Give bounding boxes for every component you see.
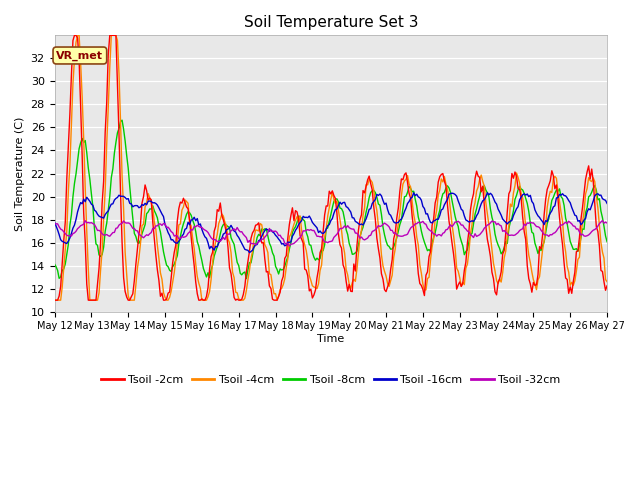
Title: Soil Temperature Set 3: Soil Temperature Set 3 — [244, 15, 418, 30]
Legend: Tsoil -2cm, Tsoil -4cm, Tsoil -8cm, Tsoil -16cm, Tsoil -32cm: Tsoil -2cm, Tsoil -4cm, Tsoil -8cm, Tsoi… — [97, 370, 564, 389]
Text: VR_met: VR_met — [56, 50, 104, 60]
Y-axis label: Soil Temperature (C): Soil Temperature (C) — [15, 116, 25, 231]
X-axis label: Time: Time — [317, 334, 344, 344]
